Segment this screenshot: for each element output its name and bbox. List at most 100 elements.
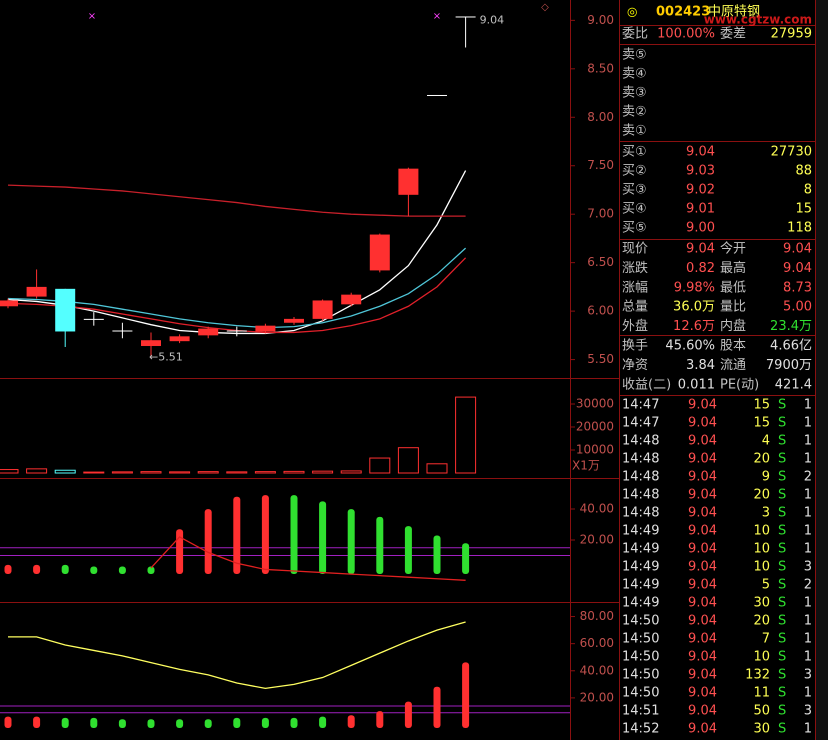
- bid-price: 9.04: [686, 145, 715, 160]
- trade-side: S: [778, 488, 786, 503]
- moving-average: [7, 247, 467, 329]
- stat-value: 9.04: [686, 242, 715, 257]
- ratio-value: 100.00%: [657, 27, 715, 42]
- marker: ×: [433, 11, 441, 22]
- trade-count: 1: [804, 488, 812, 503]
- trade-volume: 10: [753, 650, 770, 665]
- ask-label: 卖⑤: [622, 48, 647, 63]
- marker: ×: [88, 11, 96, 22]
- stat-label: 涨幅: [622, 280, 648, 295]
- y-tick-label: 5.50: [587, 352, 614, 366]
- y-tick-label: 6.50: [587, 255, 614, 269]
- indicator-bar: [4, 716, 12, 728]
- trade-volume: 50: [753, 704, 770, 719]
- indicator-bar: [90, 717, 98, 728]
- indicator-bar: [4, 564, 12, 574]
- indicator-bar: [462, 662, 470, 728]
- trade-price: 9.04: [688, 416, 717, 431]
- trade-side: S: [778, 560, 786, 575]
- trade-volume: 11: [753, 686, 770, 701]
- trade-time: 14:48: [622, 452, 659, 467]
- candle-body: [55, 288, 76, 332]
- y-tick-label: 7.00: [587, 207, 614, 221]
- trade-count: 1: [804, 632, 812, 647]
- trade-time: 14:50: [622, 686, 659, 701]
- stat-label: 收益(二): [622, 377, 671, 392]
- trade-price: 9.04: [688, 398, 717, 413]
- low-label: ←5.51: [149, 351, 183, 364]
- volume-bar: [369, 457, 391, 474]
- trade-count: 1: [804, 416, 812, 431]
- stat-value: 3.84: [686, 358, 715, 373]
- trade-volume: 15: [753, 398, 770, 413]
- indicator-bar: [433, 535, 441, 574]
- trade-time: 14:50: [622, 632, 659, 647]
- moving-average: [7, 184, 466, 217]
- volume-bar: [283, 470, 305, 474]
- trade-count: 1: [804, 524, 812, 539]
- y-tick-label: 60.00: [580, 636, 614, 650]
- trade-side: S: [778, 398, 786, 413]
- y-tick-label: 10000: [576, 442, 614, 456]
- bid-volume: 88: [795, 164, 812, 179]
- volume-bar: [197, 471, 219, 474]
- indicator-bar: [118, 566, 126, 574]
- trade-time: 14:50: [622, 668, 659, 683]
- bid-label: 买③: [622, 183, 647, 198]
- trade-price: 9.04: [688, 614, 717, 629]
- bid-volume: 27730: [771, 145, 812, 160]
- trade-price: 9.04: [688, 542, 717, 557]
- trade-side: S: [778, 614, 786, 629]
- y-tick-label: 40.00: [580, 663, 614, 677]
- high-label: 9.04: [480, 13, 505, 26]
- y-tick-label: 9.00: [587, 13, 614, 27]
- indicator-bar: [90, 566, 98, 574]
- stat-value: 45.60%: [665, 339, 715, 354]
- stat-label: 今开: [720, 241, 746, 257]
- candle-body: [455, 16, 476, 18]
- trade-side: S: [778, 632, 786, 647]
- stat-label: PE(动): [720, 377, 759, 392]
- stat-value: 4.66亿: [770, 339, 812, 354]
- trade-count: 3: [804, 704, 812, 719]
- trade-side: S: [778, 668, 786, 683]
- trade-time: 14:48: [622, 506, 659, 521]
- icon: ◎: [627, 5, 637, 19]
- indicator-bar: [33, 564, 41, 574]
- toolbar: [816, 0, 828, 740]
- bid-price: 9.03: [686, 164, 715, 179]
- stat-value: 421.4: [775, 377, 812, 392]
- trade-side: S: [778, 650, 786, 665]
- indicator-bar: [118, 719, 126, 728]
- trade-volume: 3: [762, 506, 770, 521]
- trade-count: 1: [804, 722, 812, 737]
- volume-bar: [26, 468, 48, 474]
- trade-count: 1: [804, 398, 812, 413]
- trade-volume: 7: [762, 632, 770, 647]
- y-tick-label: 80.00: [580, 609, 614, 623]
- indicator-bar: [176, 719, 184, 728]
- trade-volume: 20: [753, 488, 770, 503]
- y-tick-label: 40.00: [580, 502, 614, 516]
- stat-label: 换手: [622, 339, 648, 354]
- bid-label: 买④: [622, 202, 647, 217]
- indicator-bar: [462, 543, 470, 574]
- watermark: www.cgtzw.com: [704, 13, 812, 27]
- candle-body: [141, 340, 161, 347]
- stat-label: 最低: [720, 280, 746, 295]
- stat-label: 股本: [720, 339, 746, 354]
- trade-price: 9.04: [688, 650, 717, 665]
- trade-time: 14:49: [622, 560, 659, 575]
- indicator-bar: [147, 719, 155, 728]
- trade-price: 9.04: [688, 704, 717, 719]
- indicator-bar: [376, 516, 384, 574]
- trade-price: 9.04: [688, 506, 717, 521]
- trade-volume: 30: [753, 596, 770, 611]
- trade-price: 9.04: [688, 722, 717, 737]
- trade-volume: 4: [762, 434, 770, 449]
- trade-volume: 20: [753, 614, 770, 629]
- trade-volume: 10: [753, 542, 770, 557]
- indicator-bar: [176, 529, 184, 574]
